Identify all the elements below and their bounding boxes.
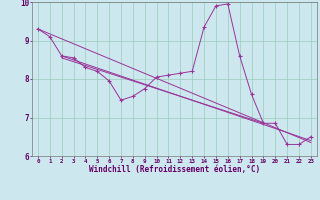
X-axis label: Windchill (Refroidissement éolien,°C): Windchill (Refroidissement éolien,°C) xyxy=(89,165,260,174)
